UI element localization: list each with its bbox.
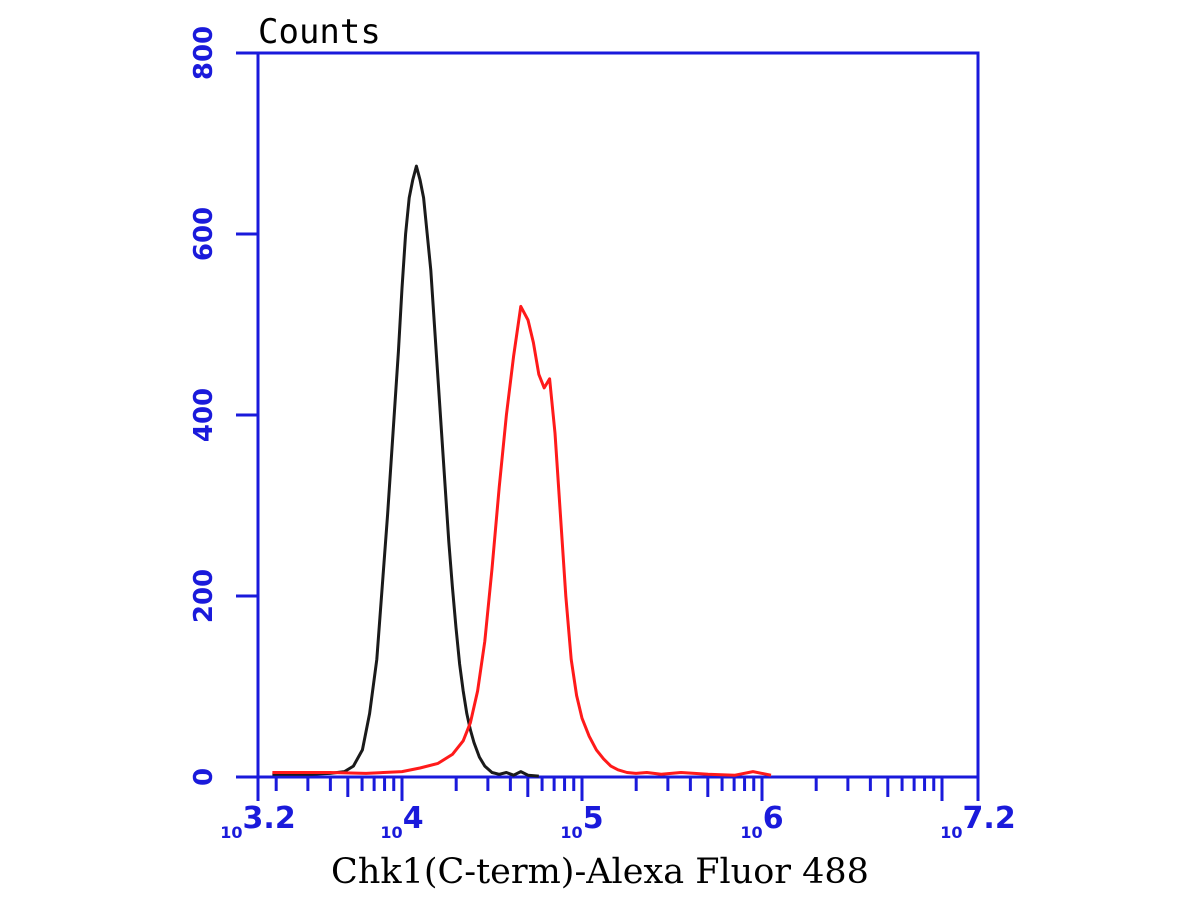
y-tick-label: 0	[189, 768, 219, 786]
plot-axes: 0 200 400 600 800 103.2 104 105 106 107.2	[189, 26, 1016, 842]
series-line-1	[272, 304, 772, 777]
series-layer	[272, 164, 772, 778]
x-tick-label: 105	[560, 801, 603, 842]
y-tick-label: 600	[189, 207, 219, 261]
y-tick-label: 200	[189, 569, 219, 623]
series-line-0	[272, 164, 539, 778]
y-axis-label: Counts	[258, 12, 381, 52]
plot-frame	[256, 51, 980, 779]
x-tick-label: 104	[380, 801, 423, 842]
x-tick-label: 106	[740, 801, 783, 842]
y-tick-label: 400	[189, 388, 219, 442]
x-axis-label: Chk1(C-term)-Alexa Fluor 488	[331, 852, 869, 892]
x-tick-label: 107.2	[940, 801, 1015, 842]
y-tick-label: 800	[189, 26, 219, 80]
x-tick-label: 103.2	[220, 801, 295, 842]
